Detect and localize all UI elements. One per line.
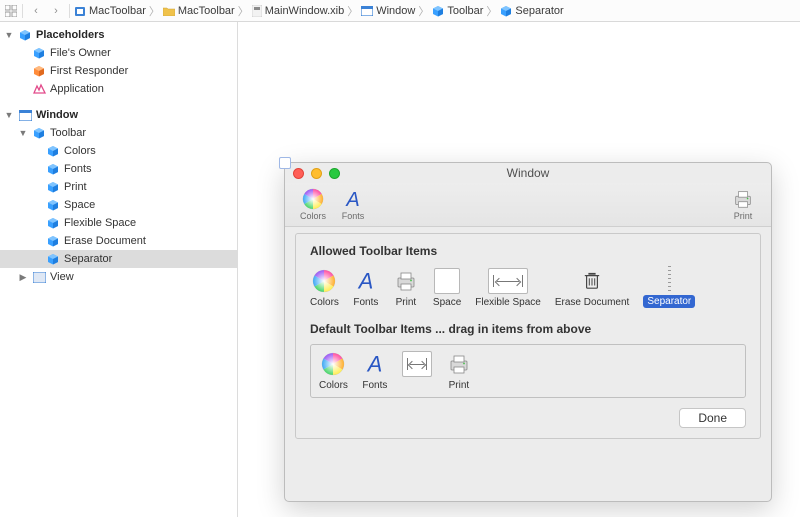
- outline-item-files-owner[interactable]: File's Owner: [0, 44, 237, 62]
- outline-section-placeholders[interactable]: ▼ Placeholders: [0, 26, 237, 44]
- outline-item-flex-space[interactable]: Flexible Space: [0, 214, 237, 232]
- outline-label: Flexible Space: [64, 217, 136, 229]
- allowed-item-print[interactable]: Print: [393, 268, 419, 308]
- outline-label: Space: [64, 199, 95, 211]
- disclosure-triangle-icon[interactable]: ▼: [4, 30, 14, 40]
- disclosure-triangle-icon[interactable]: ▼: [18, 128, 28, 138]
- toolbar-config-sheet: Allowed Toolbar Items Colors Fonts Print…: [295, 233, 761, 439]
- breadcrumb-item[interactable]: Window: [361, 5, 415, 17]
- outline-item-toolbar[interactable]: ▼ Toolbar: [0, 124, 237, 142]
- outline-label: Application: [50, 83, 104, 95]
- outline-label: View: [50, 271, 74, 283]
- outline-label: Print: [64, 181, 87, 193]
- toolbar-label: Fonts: [342, 211, 365, 221]
- default-item-colors[interactable]: Colors: [319, 351, 348, 391]
- outline-item-colors[interactable]: Colors: [0, 142, 237, 160]
- flex-space-icon: [402, 351, 432, 377]
- breadcrumb-item[interactable]: MacToolbar: [74, 5, 146, 17]
- outline-item-space[interactable]: Space: [0, 196, 237, 214]
- allowed-item-flex-space[interactable]: Flexible Space: [475, 268, 541, 308]
- outline-item-fonts[interactable]: Fonts: [0, 160, 237, 178]
- window-preview[interactable]: Window Colors Fonts Print Allowed Toolba…: [284, 162, 772, 502]
- minimize-traffic-icon[interactable]: [311, 168, 322, 179]
- outline-label: Toolbar: [50, 127, 86, 139]
- outline-label: First Responder: [50, 65, 128, 77]
- outline-item-print[interactable]: Print: [0, 178, 237, 196]
- close-traffic-icon[interactable]: [293, 168, 304, 179]
- allowed-item-colors[interactable]: Colors: [310, 268, 339, 308]
- separator-dots-icon: [668, 266, 671, 292]
- allowed-item-fonts[interactable]: Fonts: [353, 268, 379, 308]
- allowed-items-heading: Allowed Toolbar Items: [310, 244, 746, 258]
- allowed-items-row: Colors Fonts Print Space Flexible Space …: [310, 266, 746, 308]
- outline-label: Window: [36, 109, 78, 121]
- zoom-traffic-icon[interactable]: [329, 168, 340, 179]
- outline-label: File's Owner: [50, 47, 111, 59]
- related-items-icon[interactable]: [4, 4, 18, 18]
- default-items-box[interactable]: Colors Fonts . Print: [310, 344, 746, 398]
- ib-canvas[interactable]: Window Colors Fonts Print Allowed Toolba…: [238, 22, 800, 517]
- outline-item-first-responder[interactable]: First Responder: [0, 62, 237, 80]
- toolbar-label: Print: [734, 211, 753, 221]
- outline-section-window[interactable]: ▼ Window: [0, 106, 237, 124]
- outline-item-erase[interactable]: Erase Document: [0, 232, 237, 250]
- outline-label: Separator: [64, 253, 112, 265]
- outline-label: Placeholders: [36, 29, 104, 41]
- disclosure-triangle-icon[interactable]: ▶: [18, 272, 28, 283]
- outline-sidebar: ▼ Placeholders File's Owner First Respon…: [0, 22, 238, 517]
- top-path-bar: ‹ › MacToolbar 〉 MacToolbar 〉 MainWindow…: [0, 0, 800, 22]
- nav-back-button[interactable]: ‹: [27, 2, 45, 20]
- breadcrumb-item[interactable]: MacToolbar: [163, 5, 235, 17]
- disclosure-triangle-icon[interactable]: ▼: [4, 110, 14, 120]
- default-item-print[interactable]: Print: [446, 351, 472, 391]
- allowed-item-space[interactable]: Space: [433, 268, 461, 308]
- allowed-item-separator[interactable]: Separator: [643, 266, 695, 308]
- window-titlebar: Window: [285, 163, 771, 183]
- default-item-flex-space[interactable]: .: [402, 351, 432, 391]
- flex-space-icon: [488, 268, 528, 294]
- outline-label: Colors: [64, 145, 96, 157]
- breadcrumb: MacToolbar 〉 MacToolbar 〉 MainWindow.xib…: [74, 3, 564, 19]
- window-title: Window: [507, 166, 550, 180]
- toolbar-item-fonts[interactable]: Fonts: [333, 188, 373, 221]
- allowed-item-erase[interactable]: Erase Document: [555, 268, 629, 308]
- toolbar-label: Colors: [300, 211, 326, 221]
- nav-forward-button[interactable]: ›: [47, 2, 65, 20]
- toolbar-item-colors[interactable]: Colors: [293, 188, 333, 221]
- outline-label: Fonts: [64, 163, 92, 175]
- breadcrumb-item[interactable]: MainWindow.xib: [252, 5, 344, 17]
- default-items-heading: Default Toolbar Items ... drag in items …: [310, 322, 746, 336]
- default-item-fonts[interactable]: Fonts: [362, 351, 388, 391]
- breadcrumb-item[interactable]: Toolbar: [432, 5, 483, 17]
- outline-item-view[interactable]: ▶ View: [0, 268, 237, 286]
- outline-label: Erase Document: [64, 235, 146, 247]
- space-box-icon: [434, 268, 460, 294]
- window-toolbar: Colors Fonts Print: [285, 183, 771, 227]
- toolbar-item-print[interactable]: Print: [723, 188, 763, 221]
- done-button[interactable]: Done: [679, 408, 746, 428]
- breadcrumb-item[interactable]: Separator: [500, 5, 563, 17]
- traffic-lights: [293, 168, 340, 179]
- outline-item-separator[interactable]: Separator: [0, 250, 237, 268]
- outline-item-application[interactable]: Application: [0, 80, 237, 98]
